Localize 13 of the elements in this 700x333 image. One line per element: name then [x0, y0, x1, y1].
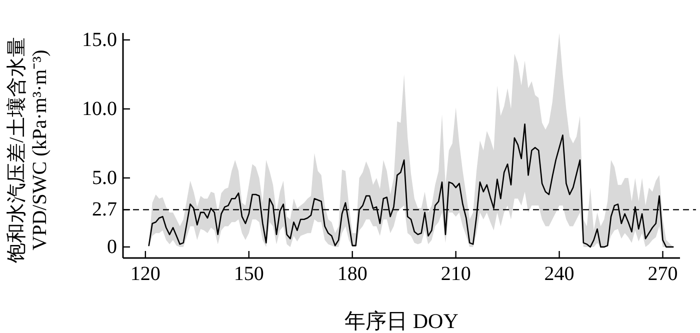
x-tick-label: 180: [337, 263, 368, 285]
x-axis-title: 年序日 DOY: [344, 309, 458, 333]
x-tick-label: 120: [130, 263, 160, 285]
x-tick-label: 210: [440, 263, 471, 285]
x-tick-label: 270: [648, 263, 678, 285]
y-axis-title: 饱和水汽压差/土壤含水量 VPD/SWC (kPa·m³·m⁻³): [6, 37, 51, 264]
x-tick-label: 150: [234, 263, 264, 285]
y-tick-label: 5.0: [92, 166, 117, 189]
y-tick-label: 10.0: [82, 98, 117, 120]
y-tick-label: 0: [107, 236, 117, 258]
y-tick-label: 2.7: [92, 198, 117, 221]
y-tick-label: 15.0: [82, 28, 117, 51]
x-tick-label: 240: [544, 263, 574, 285]
